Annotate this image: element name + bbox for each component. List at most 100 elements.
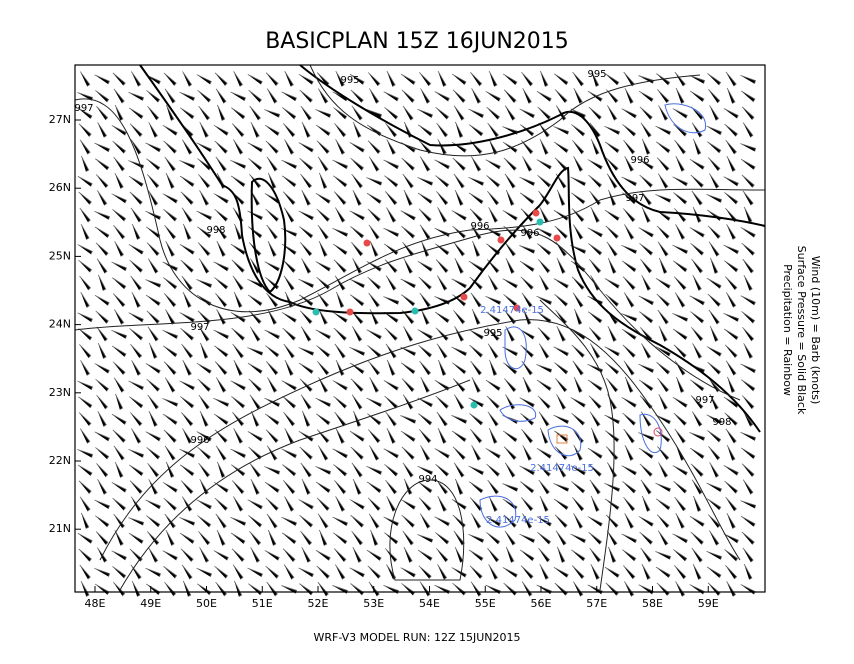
wind-barb bbox=[740, 431, 757, 441]
wind-barb bbox=[366, 481, 382, 493]
wind-barb bbox=[77, 244, 93, 255]
wind-barb bbox=[621, 465, 637, 476]
contour-label: 997 bbox=[190, 322, 209, 333]
wind-barb bbox=[95, 378, 110, 392]
wind-barb bbox=[145, 431, 161, 442]
wind-barb bbox=[113, 377, 125, 393]
wind-barb bbox=[128, 312, 144, 323]
wind-barb bbox=[453, 105, 465, 121]
wind-barb bbox=[672, 397, 688, 408]
pressure-contours bbox=[74, 64, 766, 591]
wind-barb bbox=[266, 292, 279, 308]
wind-barb bbox=[590, 138, 600, 155]
wind-barb bbox=[638, 159, 654, 170]
wind-barb bbox=[590, 427, 600, 444]
wind-barb bbox=[638, 379, 654, 392]
wind-barb bbox=[707, 141, 722, 154]
wind-barb bbox=[230, 532, 246, 544]
wind-barb bbox=[249, 326, 261, 342]
wind-barb bbox=[384, 107, 399, 120]
wind-barb bbox=[94, 211, 111, 220]
wind-barb bbox=[265, 429, 279, 443]
wind-barb bbox=[502, 567, 518, 578]
wind-barb bbox=[451, 415, 468, 424]
contour-label: 996 bbox=[470, 221, 489, 232]
wind-barb bbox=[675, 376, 685, 393]
wind-barb bbox=[520, 413, 535, 426]
wind-barb bbox=[641, 343, 652, 359]
wind-barb bbox=[162, 398, 179, 407]
wind-barb bbox=[469, 497, 483, 512]
wind-barb bbox=[437, 139, 447, 155]
wind-barb bbox=[401, 446, 415, 460]
wind-barb bbox=[179, 91, 196, 101]
wind-barb bbox=[230, 160, 247, 169]
wind-barb bbox=[179, 244, 195, 255]
wind-barb bbox=[131, 71, 142, 87]
wind-barb bbox=[709, 462, 720, 478]
wind-barb bbox=[707, 225, 721, 239]
wind-barb bbox=[95, 90, 110, 103]
wind-barb bbox=[657, 309, 669, 325]
wind-barb bbox=[317, 224, 329, 240]
wind-barb bbox=[604, 125, 621, 135]
wind-barb bbox=[657, 530, 669, 546]
wind-barb bbox=[164, 156, 176, 172]
wind-barb bbox=[333, 107, 348, 120]
wind-barb bbox=[301, 410, 311, 427]
wind-barb bbox=[282, 327, 296, 341]
wind-barb bbox=[163, 566, 178, 579]
wind-barb bbox=[624, 376, 634, 393]
wind-barb bbox=[233, 71, 244, 87]
wind-barb bbox=[572, 140, 585, 155]
wind-barb bbox=[350, 378, 364, 392]
wind-barb bbox=[536, 159, 552, 170]
wind-barb bbox=[536, 364, 553, 373]
wind-barb bbox=[264, 109, 281, 118]
wind-barb bbox=[267, 309, 277, 325]
wind-barb bbox=[315, 397, 332, 407]
wind-barb bbox=[283, 343, 295, 359]
wind-barb bbox=[401, 514, 415, 528]
wind-barb bbox=[129, 548, 143, 562]
wind-barb bbox=[128, 175, 144, 187]
wind-barb bbox=[367, 565, 381, 579]
wind-barb bbox=[588, 531, 603, 545]
wind-barb bbox=[129, 480, 143, 494]
wind-barb bbox=[94, 294, 110, 306]
wind-barb bbox=[282, 123, 296, 138]
wind-barb bbox=[640, 547, 652, 563]
wind-barb bbox=[214, 208, 229, 222]
wind-barb bbox=[400, 362, 416, 375]
wind-barb bbox=[419, 581, 431, 597]
wind-barb bbox=[706, 125, 722, 136]
wind-barb bbox=[131, 580, 141, 597]
lon-label: 59E bbox=[698, 597, 719, 610]
wind-barb bbox=[334, 343, 346, 359]
wind-barb bbox=[706, 194, 723, 203]
wind-barb bbox=[418, 565, 432, 579]
wind-barb bbox=[655, 141, 671, 154]
wind-barb bbox=[216, 104, 226, 121]
wind-barb bbox=[471, 376, 481, 393]
wind-barb bbox=[182, 71, 193, 87]
wind-barb bbox=[131, 428, 142, 444]
wind-barb bbox=[350, 446, 364, 460]
wind-barb bbox=[95, 531, 109, 546]
wind-barb bbox=[316, 208, 330, 222]
wind-barb bbox=[553, 430, 569, 443]
wind-barb bbox=[655, 125, 672, 135]
wind-barb bbox=[656, 582, 670, 596]
wind-barb bbox=[622, 549, 637, 562]
wind-barb bbox=[148, 190, 159, 206]
wind-barb bbox=[299, 242, 313, 257]
wind-barb bbox=[740, 515, 756, 527]
wind-barb bbox=[96, 258, 108, 274]
wind-barb bbox=[588, 463, 602, 477]
wind-barb bbox=[740, 74, 757, 84]
wind-barb bbox=[724, 344, 738, 358]
wind-barb bbox=[723, 533, 739, 544]
wind-barb bbox=[502, 278, 518, 289]
wind-barb bbox=[366, 397, 382, 408]
wind-barb bbox=[266, 581, 278, 597]
